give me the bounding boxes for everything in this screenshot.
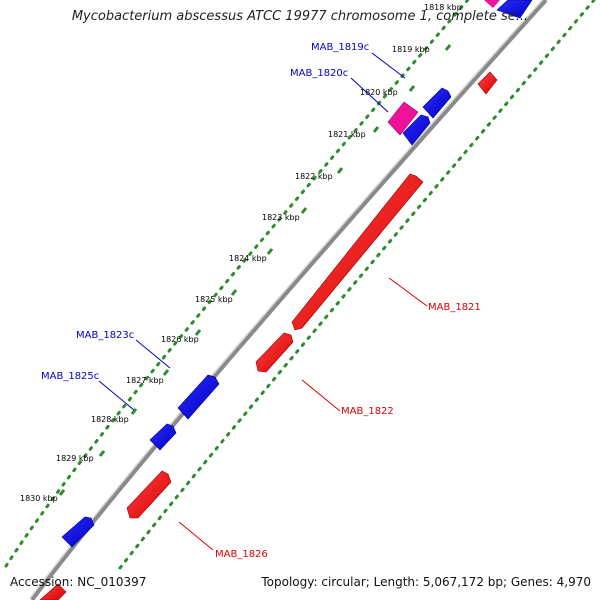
tick-label: 1820 kbp bbox=[360, 88, 398, 97]
tick-label: 1826 kbp bbox=[161, 335, 199, 344]
inner-scale-track bbox=[118, 0, 596, 570]
leader-MAB_1819c bbox=[371, 52, 406, 79]
tick-label: 1825 kbp bbox=[195, 295, 233, 304]
gene-label[interactable]: MAB_1820c bbox=[290, 68, 348, 79]
major-tick bbox=[194, 329, 202, 336]
major-tick bbox=[58, 489, 66, 496]
tick-label: 1828 kbp bbox=[91, 415, 129, 424]
leader-MAB_1821 bbox=[388, 277, 428, 307]
gene-labels: MAB_1819c MAB_1820c MAB_1823c MAB_1825c … bbox=[41, 42, 481, 560]
gene-blue-1830[interactable] bbox=[61, 516, 95, 548]
gene-highlighted-pink[interactable] bbox=[387, 101, 419, 136]
map-title: Mycobacterium abscessus ATCC 19977 chrom… bbox=[71, 9, 529, 24]
gene-blue-top[interactable] bbox=[496, 0, 533, 19]
gene-MAB_1826[interactable] bbox=[126, 470, 172, 519]
leader-MAB_1825c bbox=[98, 380, 135, 411]
leader-MAB_1822 bbox=[301, 379, 341, 412]
gene-label[interactable]: MAB_1826 bbox=[215, 549, 268, 560]
major-tick bbox=[130, 408, 138, 415]
gene-label[interactable]: MAB_1825c bbox=[41, 371, 99, 382]
genome-summary: Topology: circular; Length: 5,067,172 bp… bbox=[261, 575, 591, 589]
tick-label: 1819 kbp bbox=[392, 45, 430, 54]
gene-label[interactable]: MAB_1822 bbox=[341, 406, 394, 417]
major-tick-marks bbox=[58, 44, 452, 496]
tick-label: 1827 kbp bbox=[126, 376, 164, 385]
gene-red-bottom[interactable] bbox=[39, 583, 67, 600]
outer-scale-track bbox=[4, 0, 470, 568]
tick-label: 1818 kbp bbox=[424, 3, 462, 12]
tick-labels: 1818 kbp 1819 kbp 1820 kbp 1821 kbp 1822… bbox=[20, 3, 462, 503]
tick-label: 1823 kbp bbox=[262, 213, 300, 222]
major-tick bbox=[444, 44, 452, 51]
gene-label[interactable]: MAB_1821 bbox=[428, 302, 481, 313]
major-tick bbox=[372, 126, 380, 133]
major-tick bbox=[336, 167, 344, 174]
accession-label: Accession: NC_010397 bbox=[10, 575, 147, 589]
gene-highlighted-top[interactable] bbox=[484, 0, 500, 8]
gene-MAB_1819c[interactable] bbox=[422, 87, 452, 119]
tick-label: 1822 kbp bbox=[295, 172, 333, 181]
label-leaders bbox=[98, 52, 428, 551]
tick-label: 1829 kbp bbox=[56, 454, 94, 463]
chromosome-backbone bbox=[30, 0, 548, 600]
gene-red-top[interactable] bbox=[477, 71, 498, 95]
gene-MAB_1822[interactable] bbox=[255, 332, 294, 373]
gene-MAB_1820c[interactable] bbox=[402, 114, 431, 146]
major-tick bbox=[162, 369, 170, 376]
gene-MAB_1825c[interactable] bbox=[149, 423, 177, 451]
reverse-genes[interactable] bbox=[39, 71, 498, 600]
major-tick bbox=[408, 85, 416, 92]
major-tick bbox=[266, 248, 274, 255]
forward-genes[interactable] bbox=[61, 0, 533, 548]
gene-MAB_1821[interactable] bbox=[291, 173, 424, 331]
gene-MAB_1823c[interactable] bbox=[177, 374, 220, 420]
tick-label: 1830 kbp bbox=[20, 494, 58, 503]
leader-MAB_1820c bbox=[350, 77, 389, 113]
major-tick bbox=[230, 289, 238, 296]
leader-MAB_1826 bbox=[178, 521, 214, 551]
tick-label: 1821 kbp bbox=[328, 130, 366, 139]
major-tick bbox=[300, 207, 308, 214]
gene-label[interactable]: MAB_1823c bbox=[76, 330, 134, 341]
major-tick bbox=[98, 450, 106, 457]
tick-label: 1824 kbp bbox=[229, 254, 267, 263]
leader-MAB_1823c bbox=[135, 339, 171, 369]
gene-label[interactable]: MAB_1819c bbox=[311, 42, 369, 53]
